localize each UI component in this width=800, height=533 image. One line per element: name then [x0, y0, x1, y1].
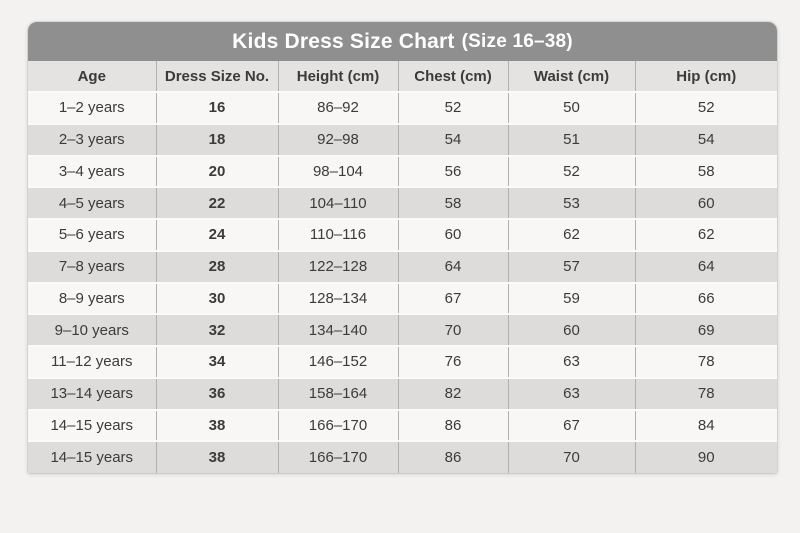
hip-cell: 52: [634, 91, 777, 124]
table-row: 2–3 years 18 92–98 54 51 54: [28, 122, 777, 156]
table-row: 11–12 years 34 146–152 76 63 78: [28, 345, 777, 378]
age-cell: 14–15 years: [28, 408, 156, 442]
waist-cell: 59: [507, 281, 635, 315]
height-cell: 158–164: [277, 376, 398, 410]
chest-cell: 64: [397, 249, 508, 283]
table-row: 9–10 years 32 134–140 70 60 69: [28, 313, 777, 346]
table-row: 5–6 years 24 110–116 60 62 62: [28, 218, 777, 251]
age-cell: 3–4 years: [28, 154, 156, 188]
hip-cell: 69: [634, 313, 777, 346]
table-header-row: Age Dress Size No. Height (cm) Chest (cm…: [28, 61, 777, 92]
chest-cell: 86: [397, 408, 508, 442]
waist-cell: 60: [507, 313, 635, 346]
chest-cell: 58: [397, 186, 508, 219]
hip-cell: 58: [634, 154, 777, 188]
dress-size-cell: 32: [155, 313, 278, 346]
dress-size-cell: 28: [155, 249, 278, 283]
height-cell: 92–98: [277, 122, 398, 156]
table-row: 14–15 years 38 166–170 86 70 90: [28, 440, 777, 473]
waist-cell: 51: [507, 122, 635, 156]
dress-size-cell: 22: [155, 186, 278, 219]
waist-cell: 53: [507, 186, 635, 219]
height-cell: 166–170: [277, 408, 398, 442]
dress-size-cell: 38: [155, 408, 278, 442]
age-cell: 7–8 years: [28, 249, 156, 283]
waist-cell: 62: [507, 218, 635, 251]
column-header-age: Age: [28, 61, 156, 92]
chest-cell: 54: [397, 122, 508, 156]
height-cell: 110–116: [277, 218, 398, 251]
waist-cell: 52: [507, 154, 635, 188]
table-row: 1–2 years 16 86–92 52 50 52: [28, 91, 777, 124]
hip-cell: 64: [634, 249, 777, 283]
hip-cell: 62: [634, 218, 777, 251]
height-cell: 146–152: [277, 345, 398, 378]
table-row: 14–15 years 38 166–170 86 67 84: [28, 408, 777, 442]
chart-title-size-range: (Size 16–38): [461, 30, 573, 52]
height-cell: 104–110: [277, 186, 398, 219]
size-chart-table: Age Dress Size No. Height (cm) Chest (cm…: [28, 61, 777, 473]
hip-cell: 78: [634, 376, 777, 410]
height-cell: 122–128: [277, 249, 398, 283]
chest-cell: 67: [397, 281, 508, 315]
age-cell: 11–12 years: [28, 345, 156, 378]
height-cell: 134–140: [277, 313, 398, 346]
dress-size-cell: 36: [155, 376, 278, 410]
waist-cell: 63: [507, 345, 635, 378]
age-cell: 14–15 years: [28, 440, 156, 473]
dress-size-cell: 38: [155, 440, 278, 473]
column-header-waist: Waist (cm): [507, 61, 635, 92]
column-header-chest: Chest (cm): [397, 61, 508, 92]
chart-title-bar: Kids Dress Size Chart (Size 16–38): [28, 22, 777, 61]
dress-size-cell: 16: [155, 91, 278, 124]
size-chart-card: Kids Dress Size Chart (Size 16–38) Age D…: [28, 22, 777, 473]
table-row: 13–14 years 36 158–164 82 63 78: [28, 376, 777, 410]
age-cell: 1–2 years: [28, 91, 156, 124]
chest-cell: 82: [397, 376, 508, 410]
age-cell: 9–10 years: [28, 313, 156, 346]
table-row: 4–5 years 22 104–110 58 53 60: [28, 186, 777, 219]
waist-cell: 67: [507, 408, 635, 442]
table-row: 8–9 years 30 128–134 67 59 66: [28, 281, 777, 315]
column-header-hip: Hip (cm): [634, 61, 777, 92]
age-cell: 8–9 years: [28, 281, 156, 315]
column-header-height: Height (cm): [277, 61, 398, 92]
waist-cell: 63: [507, 376, 635, 410]
column-header-dress-size: Dress Size No.: [155, 61, 278, 92]
hip-cell: 60: [634, 186, 777, 219]
height-cell: 86–92: [277, 91, 398, 124]
table-row: 3–4 years 20 98–104 56 52 58: [28, 154, 777, 188]
dress-size-cell: 24: [155, 218, 278, 251]
size-table-body: 1–2 years 16 86–92 52 50 52 2–3 years 18 92–98 54…: [28, 91, 777, 473]
hip-cell: 90: [634, 440, 777, 473]
chest-cell: 52: [397, 91, 508, 124]
age-cell: 2–3 years: [28, 122, 156, 156]
age-cell: 5–6 years: [28, 218, 156, 251]
chart-title: Kids Dress Size Chart: [232, 29, 455, 53]
dress-size-cell: 20: [155, 154, 278, 188]
chest-cell: 76: [397, 345, 508, 378]
hip-cell: 78: [634, 345, 777, 378]
hip-cell: 66: [634, 281, 777, 315]
waist-cell: 50: [507, 91, 635, 124]
chest-cell: 60: [397, 218, 508, 251]
chest-cell: 86: [397, 440, 508, 473]
age-cell: 13–14 years: [28, 376, 156, 410]
hip-cell: 54: [634, 122, 777, 156]
height-cell: 166–170: [277, 440, 398, 473]
dress-size-cell: 18: [155, 122, 278, 156]
table-row: 7–8 years 28 122–128 64 57 64: [28, 249, 777, 283]
chest-cell: 56: [397, 154, 508, 188]
dress-size-cell: 30: [155, 281, 278, 315]
age-cell: 4–5 years: [28, 186, 156, 219]
waist-cell: 70: [507, 440, 635, 473]
chest-cell: 70: [397, 313, 508, 346]
hip-cell: 84: [634, 408, 777, 442]
waist-cell: 57: [507, 249, 635, 283]
height-cell: 128–134: [277, 281, 398, 315]
dress-size-cell: 34: [155, 345, 278, 378]
height-cell: 98–104: [277, 154, 398, 188]
